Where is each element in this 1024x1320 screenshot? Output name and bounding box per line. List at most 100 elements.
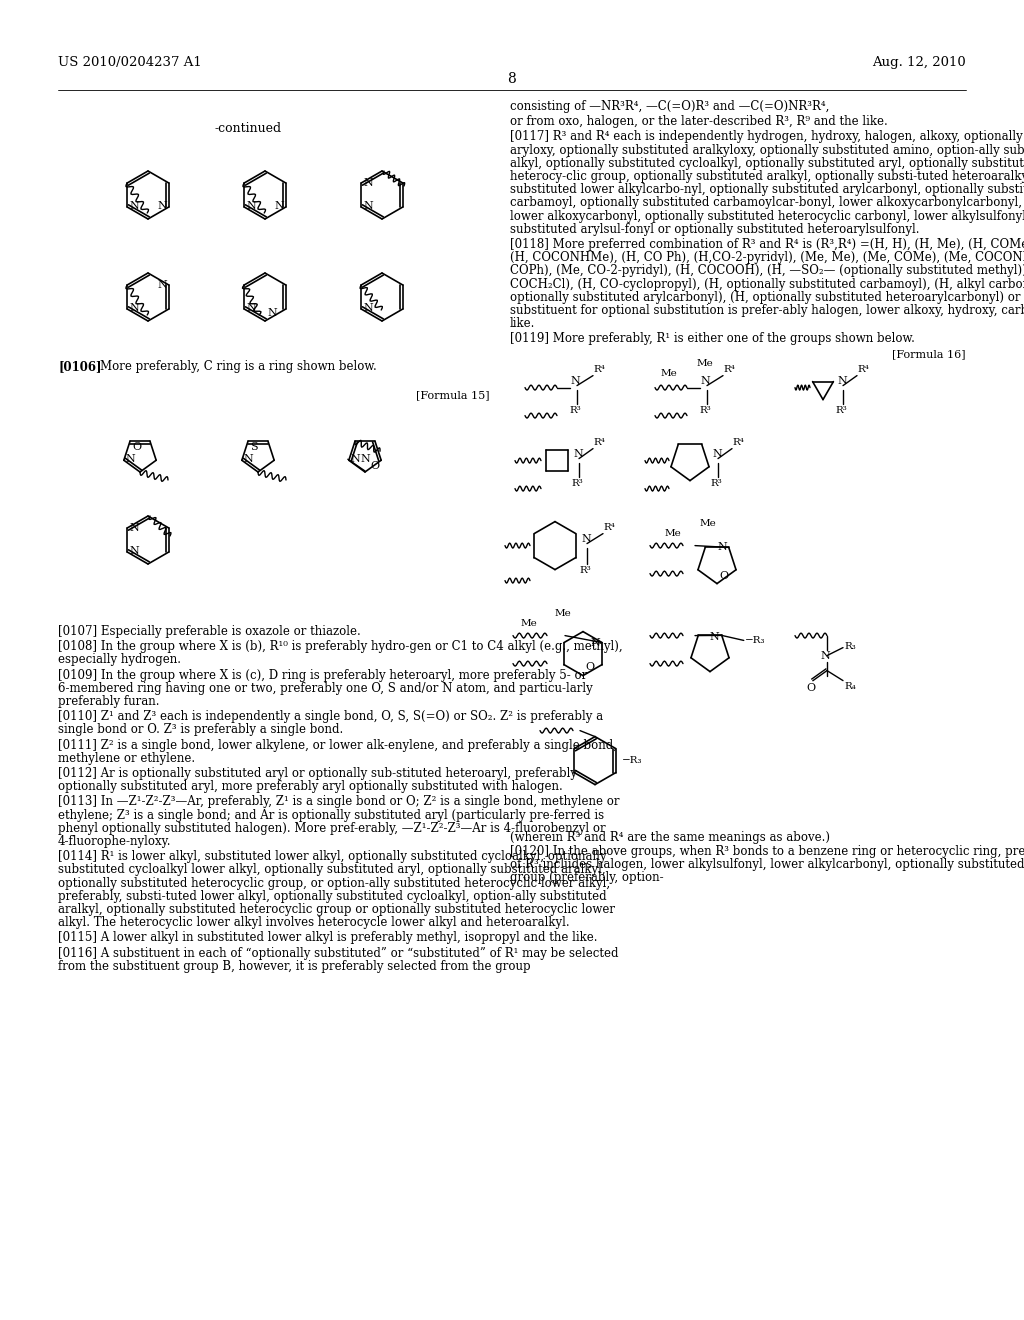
- Text: N: N: [244, 454, 254, 465]
- Text: COPh), (Me, CO-2-pyridyl), (H, COCOOH), (H, —SO₂— (optionally substituted methyl: COPh), (Me, CO-2-pyridyl), (H, COCOOH), …: [510, 264, 1024, 277]
- Text: R₃: R₃: [844, 642, 856, 651]
- Text: N: N: [129, 304, 139, 313]
- Text: N: N: [820, 651, 829, 660]
- Text: R⁴: R⁴: [723, 364, 735, 374]
- Text: [0118] More preferred combination of R³ and R⁴ is (R³,R⁴) =(H, H), (H, Me), (H, : [0118] More preferred combination of R³ …: [510, 238, 1024, 251]
- Text: Me: Me: [660, 368, 677, 378]
- Text: substituted lower alkylcarbo-nyl, optionally substituted arylcarbonyl, optionall: substituted lower alkylcarbo-nyl, option…: [510, 183, 1024, 197]
- Text: N: N: [700, 376, 710, 385]
- Text: N: N: [246, 201, 256, 211]
- Text: optionally substituted arylcarbonyl), (H, optionally substituted heteroarylcarbo: optionally substituted arylcarbonyl), (H…: [510, 290, 1024, 304]
- Text: N: N: [129, 201, 139, 211]
- Text: N: N: [364, 304, 373, 313]
- Text: carbamoyl, optionally substituted carbamoylcar-bonyl, lower alkoxycarbonylcarbon: carbamoyl, optionally substituted carbam…: [510, 197, 1024, 210]
- Text: R³: R³: [699, 405, 711, 414]
- Text: [0107] Especially preferable is oxazole or thiazole.: [0107] Especially preferable is oxazole …: [58, 624, 360, 638]
- Text: substituted arylsul-fonyl or optionally substituted heteroarylsulfonyl.: substituted arylsul-fonyl or optionally …: [510, 223, 920, 236]
- Text: substituent for optional substitution is prefer-ably halogen, lower alkoxy, hydr: substituent for optional substitution is…: [510, 304, 1024, 317]
- Text: of R³ includes halogen, lower alkylsulfonyl, lower alkylcarbonyl, optionally sub: of R³ includes halogen, lower alkylsulfo…: [510, 858, 1024, 871]
- Text: O: O: [370, 461, 379, 471]
- Text: N: N: [360, 454, 370, 465]
- Text: N: N: [364, 178, 373, 187]
- Text: −R₃: −R₃: [744, 636, 765, 645]
- Text: COCH₂Cl), (H, CO-cyclopropyl), (H, optionally substituted carbamoyl), (H, alkyl : COCH₂Cl), (H, CO-cyclopropyl), (H, optio…: [510, 277, 1024, 290]
- Text: N: N: [351, 454, 360, 465]
- Text: substituted cycloalkyl lower alkyl, optionally substituted aryl, optionally subs: substituted cycloalkyl lower alkyl, opti…: [58, 863, 605, 876]
- Text: [0120] In the above groups, when R³ bonds to a benzene ring or heterocyclic ring: [0120] In the above groups, when R³ bond…: [510, 845, 1024, 858]
- Text: group (preferably, option-: group (preferably, option-: [510, 871, 664, 884]
- Text: R⁴: R⁴: [603, 523, 614, 532]
- Text: N: N: [157, 280, 167, 290]
- Text: N: N: [712, 449, 722, 458]
- Text: Me: Me: [520, 619, 537, 627]
- Text: [0116] A substituent in each of “optionally substituted” or “substituted” of R¹ : [0116] A substituent in each of “optiona…: [58, 946, 618, 960]
- Text: Me: Me: [697, 359, 714, 367]
- Text: R³: R³: [569, 405, 581, 414]
- Text: R⁴: R⁴: [593, 364, 605, 374]
- Text: R³: R³: [710, 479, 722, 487]
- Text: R³: R³: [836, 405, 847, 414]
- Text: [Formula 16]: [Formula 16]: [892, 350, 966, 359]
- Text: N: N: [573, 449, 583, 458]
- Text: N: N: [129, 523, 139, 533]
- Text: -continued: -continued: [214, 121, 282, 135]
- Text: Me: Me: [555, 609, 571, 618]
- Text: [0111] Z² is a single bond, lower alkylene, or lower alk-enylene, and preferably: [0111] Z² is a single bond, lower alkyle…: [58, 739, 617, 751]
- Text: R³: R³: [571, 479, 583, 487]
- Text: [0112] Ar is optionally substituted aryl or optionally sub-stituted heteroaryl, : [0112] Ar is optionally substituted aryl…: [58, 767, 577, 780]
- Text: consisting of —NR³R⁴, —C(=O)R³ and —C(=O)NR³R⁴,: consisting of —NR³R⁴, —C(=O)R³ and —C(=O…: [510, 100, 829, 114]
- Text: R³: R³: [580, 565, 591, 574]
- Text: alkyl. The heterocyclic lower alkyl involves heterocycle lower alkyl and heteroa: alkyl. The heterocyclic lower alkyl invo…: [58, 916, 569, 929]
- Text: N: N: [157, 201, 167, 211]
- Text: (H, COCONHMe), (H, CO Ph), (H,CO-2-pyridyl), (Me, Me), (Me, COMe), (Me, COCONMe₂: (H, COCONHMe), (H, CO Ph), (H,CO-2-pyrid…: [510, 251, 1024, 264]
- Text: Me: Me: [700, 519, 717, 528]
- Text: preferably furan.: preferably furan.: [58, 696, 160, 708]
- Text: [0114] R¹ is lower alkyl, substituted lower alkyl, optionally substituted cycloa: [0114] R¹ is lower alkyl, substituted lo…: [58, 850, 606, 863]
- Text: preferably, substi-tuted lower alkyl, optionally substituted cycloalkyl, option-: preferably, substi-tuted lower alkyl, op…: [58, 890, 606, 903]
- Text: O: O: [807, 682, 815, 693]
- Text: N: N: [709, 632, 719, 643]
- Text: 6-membered ring having one or two, preferably one O, S and/or N atom, and partic: 6-membered ring having one or two, prefe…: [58, 682, 593, 694]
- Text: N: N: [837, 376, 847, 385]
- Text: optionally substituted heterocyclic group, or option-ally substituted heterocycl: optionally substituted heterocyclic grou…: [58, 876, 610, 890]
- Text: R⁴: R⁴: [732, 438, 743, 446]
- Text: or from oxo, halogen, or the later-described R³, R⁹ and the like.: or from oxo, halogen, or the later-descr…: [510, 115, 888, 128]
- Text: alkyl, optionally substituted cycloalkyl, optionally substituted aryl, optionall: alkyl, optionally substituted cycloalkyl…: [510, 157, 1024, 170]
- Text: N: N: [364, 201, 373, 211]
- Text: phenyl optionally substituted halogen). More pref-erably, —Z¹-Z²-Z³—Ar is 4-fluo: phenyl optionally substituted halogen). …: [58, 822, 605, 834]
- Text: ethylene; Z³ is a single bond; and Ar is optionally substituted aryl (particular: ethylene; Z³ is a single bond; and Ar is…: [58, 809, 604, 821]
- Text: [0109] In the group where X is (c), D ring is preferably heteroaryl, more prefer: [0109] In the group where X is (c), D ri…: [58, 669, 587, 681]
- Text: Me: Me: [665, 528, 681, 537]
- Text: [Formula 15]: [Formula 15]: [417, 389, 490, 400]
- Text: from the substituent group B, however, it is preferably selected from the group: from the substituent group B, however, i…: [58, 960, 530, 973]
- Text: [0117] R³ and R⁴ each is independently hydrogen, hydroxy, halogen, alkoxy, optio: [0117] R³ and R⁴ each is independently h…: [510, 131, 1024, 144]
- Text: O: O: [585, 661, 594, 672]
- Text: [0110] Z¹ and Z³ each is independently a single bond, O, S, S(=O) or SO₂. Z² is : [0110] Z¹ and Z³ each is independently a…: [58, 710, 603, 723]
- Text: N: N: [246, 304, 256, 313]
- Text: like.: like.: [510, 317, 536, 330]
- Text: optionally substituted aryl, more preferably aryl optionally substituted with ha: optionally substituted aryl, more prefer…: [58, 780, 563, 793]
- Text: [0106]: [0106]: [58, 360, 101, 374]
- Text: N: N: [267, 308, 276, 318]
- Text: Aug. 12, 2010: Aug. 12, 2010: [872, 55, 966, 69]
- Text: aralkyl, optionally substituted heterocyclic group or optionally substituted het: aralkyl, optionally substituted heterocy…: [58, 903, 615, 916]
- Text: O: O: [719, 570, 728, 581]
- Text: (wherein R³ and R⁴ are the same meanings as above.): (wherein R³ and R⁴ are the same meanings…: [510, 830, 830, 843]
- Text: R⁴: R⁴: [857, 364, 869, 374]
- Text: aryloxy, optionally substituted aralkyloxy, optionally substituted amino, option: aryloxy, optionally substituted aralkylo…: [510, 144, 1024, 157]
- Text: heterocy-clic group, optionally substituted aralkyl, optionally substi-tuted het: heterocy-clic group, optionally substitu…: [510, 170, 1024, 183]
- Text: O: O: [132, 442, 141, 453]
- Text: N: N: [129, 546, 139, 556]
- Text: methylene or ethylene.: methylene or ethylene.: [58, 752, 196, 764]
- Text: N: N: [274, 201, 284, 211]
- Text: [0108] In the group where X is (b), R¹⁰ is preferably hydro-gen or C1 to C4 alky: [0108] In the group where X is (b), R¹⁰ …: [58, 640, 623, 653]
- Text: [0119] More preferably, R¹ is either one of the groups shown below.: [0119] More preferably, R¹ is either one…: [510, 333, 914, 346]
- Text: R⁴: R⁴: [593, 438, 605, 446]
- Text: S: S: [250, 442, 258, 453]
- Text: lower alkoxycarbonyl, optionally substituted heterocyclic carbonyl, lower alkyls: lower alkoxycarbonyl, optionally substit…: [510, 210, 1024, 223]
- Text: US 2010/0204237 A1: US 2010/0204237 A1: [58, 55, 202, 69]
- Text: single bond or O. Z³ is preferably a single bond.: single bond or O. Z³ is preferably a sin…: [58, 723, 343, 737]
- Text: −R₃: −R₃: [622, 756, 642, 766]
- Text: N: N: [126, 454, 135, 465]
- Text: [0115] A lower alkyl in substituted lower alkyl is preferably methyl, isopropyl : [0115] A lower alkyl in substituted lowe…: [58, 932, 597, 944]
